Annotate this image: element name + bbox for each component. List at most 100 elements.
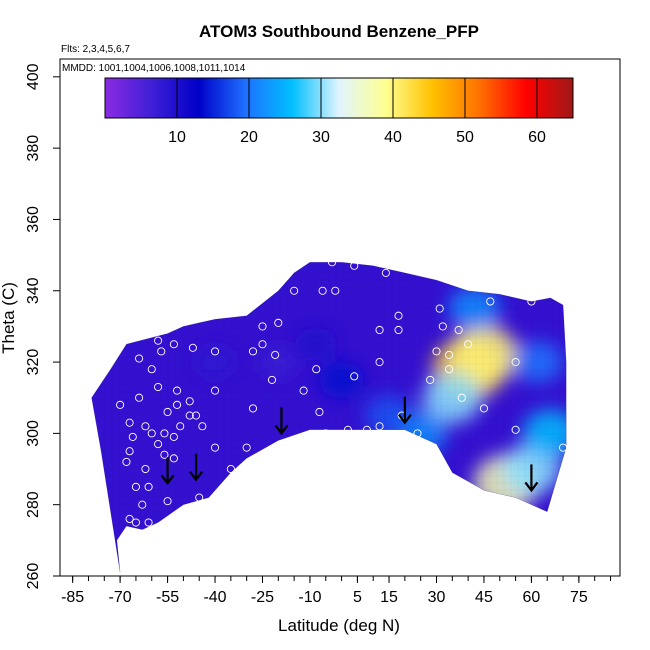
sample-point [185, 397, 194, 406]
sample-point [559, 443, 568, 452]
sample-point [312, 365, 321, 374]
sample-point [154, 382, 163, 392]
sample-point [271, 350, 280, 359]
x-tick-label: -85 [61, 589, 84, 606]
sample-point [125, 418, 134, 427]
dates-label: MMDD: 1001,1004,1006,1008,1011,1014 [62, 63, 246, 74]
sample-point [128, 432, 137, 441]
sample-point [185, 411, 194, 420]
sample-point [435, 304, 444, 313]
sample-point [454, 325, 463, 335]
x-tick-label: 5 [353, 589, 362, 606]
sample-point [511, 425, 520, 434]
x-tick-label: -40 [203, 589, 226, 606]
arrow-head [274, 424, 289, 436]
sample-point [267, 375, 277, 384]
colorbar-tick-label: 60 [528, 129, 546, 146]
sample-point [160, 450, 169, 459]
y-tick-label: 380 [25, 135, 42, 162]
y-tick-label: 280 [25, 491, 42, 518]
x-tick-label: -25 [251, 589, 274, 606]
sample-point [125, 447, 134, 456]
arrow-head [524, 481, 539, 493]
sample-point [157, 347, 166, 356]
sample-point [362, 425, 371, 434]
sample-point [163, 407, 172, 417]
sample-point [226, 464, 235, 474]
sample-point [169, 454, 178, 463]
sample-point [122, 546, 131, 556]
sample-point [154, 336, 163, 345]
x-tick-label: -10 [298, 589, 321, 606]
sample-point [394, 325, 403, 335]
arrow-head [160, 474, 175, 486]
sample-points [116, 258, 568, 556]
sample-point [144, 482, 153, 491]
sample-point [394, 311, 403, 320]
sample-point [274, 318, 283, 327]
sample-point [248, 347, 258, 356]
sample-point [138, 329, 147, 338]
y-tick-label: 400 [25, 63, 42, 90]
sample-point [173, 386, 182, 395]
sample-point [154, 440, 163, 449]
x-axis: -85 -70 -55 -40 -25 -10 5 15 30 45 60 75 [60, 575, 620, 606]
sample-point [135, 393, 144, 402]
sample-point [169, 432, 178, 441]
y-tick-label: 260 [25, 563, 42, 590]
sample-point [445, 365, 454, 374]
colorbar-tick-label: 10 [168, 129, 186, 146]
sample-point [445, 350, 454, 359]
sample-point [188, 343, 197, 352]
sample-point [464, 340, 473, 349]
sample-point [527, 297, 536, 306]
sample-point [144, 518, 153, 527]
sample-point [138, 500, 147, 509]
arrow-head [397, 414, 412, 425]
x-tick-label: 30 [428, 589, 446, 606]
sample-point [210, 443, 220, 452]
sample-point [432, 347, 441, 356]
arrow [160, 457, 175, 486]
sample-point [125, 514, 134, 524]
sample-point [163, 497, 172, 506]
sample-point [198, 422, 207, 431]
sample-point [131, 482, 140, 491]
x-tick-label: -55 [156, 589, 179, 606]
sample-point [116, 400, 125, 409]
x-tick-label: 60 [523, 589, 541, 606]
sample-point [258, 322, 267, 331]
sample-point [318, 286, 327, 295]
sample-point [122, 457, 131, 466]
sample-point [242, 443, 251, 452]
y-tick-label: 300 [25, 420, 42, 447]
sample-point [248, 404, 258, 413]
sample-point [169, 340, 178, 349]
sample-point [290, 286, 299, 295]
y-tick-label: 360 [25, 206, 42, 233]
sample-point [343, 425, 352, 434]
colorbar-tick-label: 30 [312, 129, 330, 146]
sample-point [328, 258, 337, 267]
x-tick-label: 45 [475, 589, 493, 606]
sample-point [375, 325, 384, 335]
sample-point [426, 375, 435, 384]
sample-point [173, 400, 182, 409]
sample-point [315, 407, 324, 417]
sample-point [141, 422, 150, 431]
arrow [189, 453, 203, 482]
sample-point [141, 464, 150, 474]
sample-point [479, 404, 489, 413]
sample-point [375, 422, 384, 431]
sample-point [210, 347, 220, 356]
x-tick-label: 15 [380, 589, 398, 606]
colorbar-tick-label: 50 [456, 129, 474, 146]
sample-point [258, 340, 267, 349]
sample-point [375, 358, 384, 367]
x-tick-label: 75 [570, 589, 588, 606]
sample-point [331, 286, 340, 295]
sample-point [486, 297, 495, 306]
x-axis-label: Latitude (deg N) [278, 616, 400, 635]
sample-point [413, 429, 422, 438]
